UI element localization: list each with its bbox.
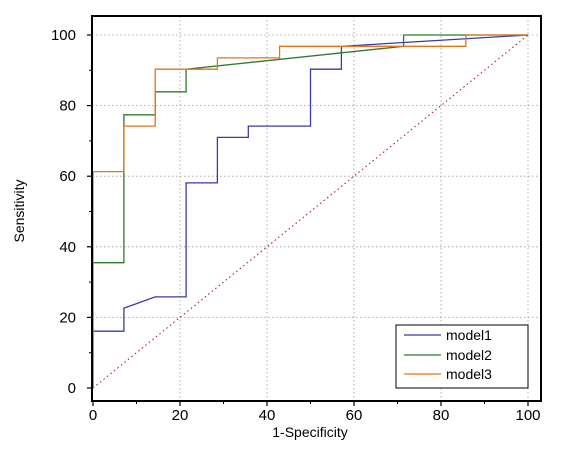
series-line-model2	[92, 34, 528, 388]
y-tick-label-80: 80	[59, 98, 76, 115]
series-line-model3	[92, 34, 528, 388]
reference-diagonal-line	[92, 34, 529, 389]
legend-label-model1: model1	[446, 327, 492, 343]
y-tick-label-60: 60	[59, 168, 76, 185]
y-tick-label-0: 0	[68, 380, 76, 397]
series-line-model1	[92, 34, 529, 388]
axis-ticks	[87, 34, 529, 406]
y-tick-label-20: 20	[59, 309, 76, 326]
x-axis-title: 1-Specificity	[272, 424, 347, 440]
x-tick-label-60: 60	[346, 407, 363, 424]
x-tick-label-40: 40	[259, 407, 276, 424]
x-tick-label-80: 80	[433, 407, 450, 424]
legend: model1 model2 model3	[395, 324, 529, 389]
tick-labels: 0 20 40 60 80 100 0 20 40 60 80 100	[51, 27, 541, 424]
x-tick-label-0: 0	[89, 407, 97, 424]
series-layer	[92, 34, 529, 388]
reference-line-group	[92, 34, 529, 389]
plot-area-frame	[91, 15, 542, 402]
y-axis-title: Sensitivity	[11, 179, 27, 242]
legend-label-model3: model3	[446, 366, 492, 382]
x-tick-label-100: 100	[515, 407, 540, 424]
x-tick-label-20: 20	[172, 407, 189, 424]
legend-label-model2: model2	[446, 347, 492, 363]
grid	[92, 16, 541, 401]
y-tick-label-100: 100	[51, 27, 76, 44]
y-tick-label-40: 40	[59, 239, 76, 256]
